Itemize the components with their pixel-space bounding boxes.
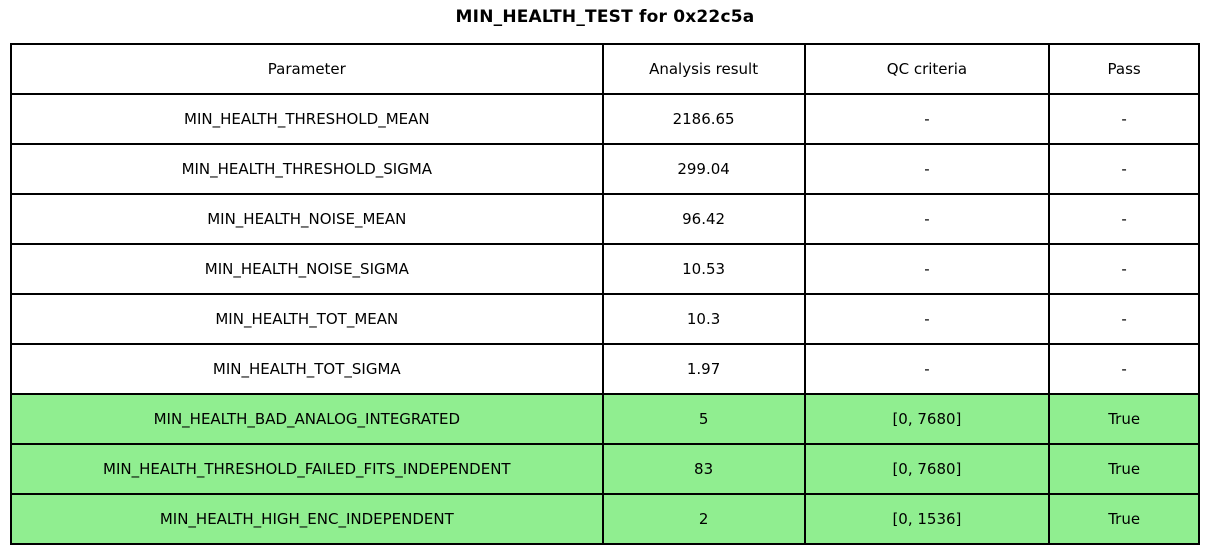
result-cell: 1.97 bbox=[601, 343, 806, 395]
parameter-cell: MIN_HEALTH_TOT_SIGMA bbox=[10, 343, 604, 395]
table-row: MIN_HEALTH_TOT_SIGMA 1.97 - - bbox=[10, 343, 1200, 395]
column-header-qc-criteria: QC criteria bbox=[803, 43, 1051, 95]
result-cell: 2 bbox=[601, 493, 806, 545]
page-title: MIN_HEALTH_TEST for 0x22c5a bbox=[455, 7, 755, 27]
result-cell: 5 bbox=[601, 393, 806, 445]
parameter-cell: MIN_HEALTH_THRESHOLD_MEAN bbox=[10, 93, 604, 145]
qc-criteria-cell: - bbox=[803, 343, 1051, 395]
pass-cell: True bbox=[1048, 443, 1200, 495]
table-row: MIN_HEALTH_TOT_MEAN 10.3 - - bbox=[10, 293, 1200, 345]
qc-criteria-cell: [0, 7680] bbox=[803, 393, 1051, 445]
qc-criteria-cell: - bbox=[803, 143, 1051, 195]
parameter-cell: MIN_HEALTH_TOT_MEAN bbox=[10, 293, 604, 345]
table-row: MIN_HEALTH_THRESHOLD_MEAN 2186.65 - - bbox=[10, 93, 1200, 145]
column-header-parameter: Parameter bbox=[10, 43, 604, 95]
pass-cell: - bbox=[1048, 243, 1200, 295]
qc-criteria-cell: [0, 1536] bbox=[803, 493, 1051, 545]
result-cell: 96.42 bbox=[601, 193, 806, 245]
table-row-pass: MIN_HEALTH_BAD_ANALOG_INTEGRATED 5 [0, 7… bbox=[10, 393, 1200, 445]
table-row-pass: MIN_HEALTH_THRESHOLD_FAILED_FITS_INDEPEN… bbox=[10, 443, 1200, 495]
result-cell: 2186.65 bbox=[601, 93, 806, 145]
pass-cell: True bbox=[1048, 393, 1200, 445]
pass-cell: - bbox=[1048, 143, 1200, 195]
pass-cell: - bbox=[1048, 93, 1200, 145]
qc-criteria-cell: - bbox=[803, 93, 1051, 145]
qc-criteria-cell: [0, 7680] bbox=[803, 443, 1051, 495]
result-cell: 10.3 bbox=[601, 293, 806, 345]
pass-cell: - bbox=[1048, 343, 1200, 395]
pass-cell: True bbox=[1048, 493, 1200, 545]
table-row: MIN_HEALTH_NOISE_SIGMA 10.53 - - bbox=[10, 243, 1200, 295]
pass-cell: - bbox=[1048, 193, 1200, 245]
table-row-pass: MIN_HEALTH_HIGH_ENC_INDEPENDENT 2 [0, 15… bbox=[10, 493, 1200, 545]
column-header-analysis-result: Analysis result bbox=[601, 43, 806, 95]
column-header-pass: Pass bbox=[1048, 43, 1200, 95]
qc-criteria-cell: - bbox=[803, 293, 1051, 345]
parameter-cell: MIN_HEALTH_BAD_ANALOG_INTEGRATED bbox=[10, 393, 604, 445]
result-cell: 83 bbox=[601, 443, 806, 495]
table-row: MIN_HEALTH_THRESHOLD_SIGMA 299.04 - - bbox=[10, 143, 1200, 195]
min-health-test-table: Parameter Analysis result QC criteria Pa… bbox=[10, 43, 1200, 545]
header-row: Parameter Analysis result QC criteria Pa… bbox=[10, 43, 1200, 95]
result-cell: 10.53 bbox=[601, 243, 806, 295]
parameter-cell: MIN_HEALTH_THRESHOLD_FAILED_FITS_INDEPEN… bbox=[10, 443, 604, 495]
pass-cell: - bbox=[1048, 293, 1200, 345]
parameter-cell: MIN_HEALTH_HIGH_ENC_INDEPENDENT bbox=[10, 493, 604, 545]
parameter-cell: MIN_HEALTH_THRESHOLD_SIGMA bbox=[10, 143, 604, 195]
table-row: MIN_HEALTH_NOISE_MEAN 96.42 - - bbox=[10, 193, 1200, 245]
parameter-cell: MIN_HEALTH_NOISE_SIGMA bbox=[10, 243, 604, 295]
qc-criteria-cell: - bbox=[803, 193, 1051, 245]
result-cell: 299.04 bbox=[601, 143, 806, 195]
parameter-cell: MIN_HEALTH_NOISE_MEAN bbox=[10, 193, 604, 245]
qc-criteria-cell: - bbox=[803, 243, 1051, 295]
